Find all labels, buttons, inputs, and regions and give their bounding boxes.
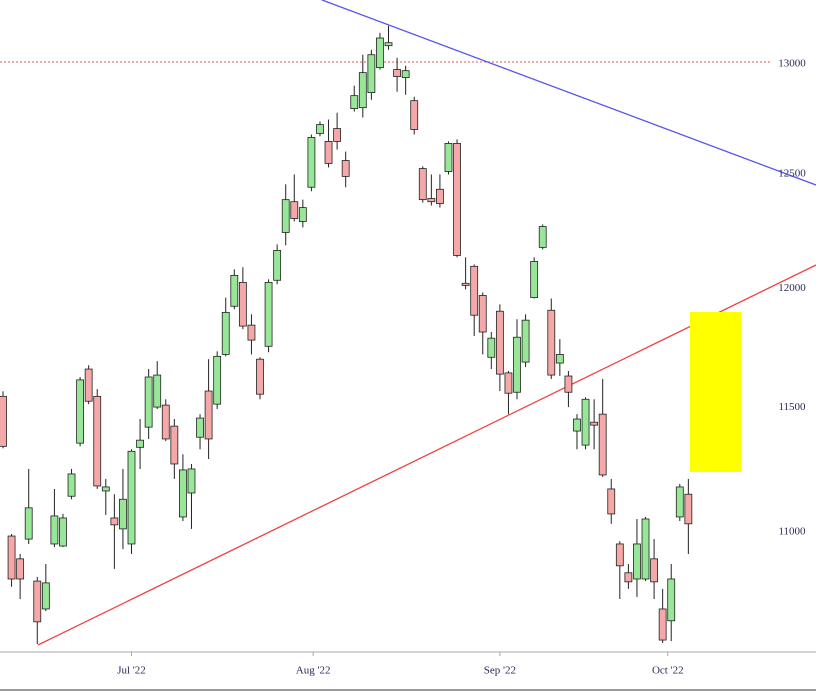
candle-body	[607, 488, 616, 515]
candle-body	[444, 142, 453, 172]
candle-body	[624, 572, 633, 583]
trend-line-lower	[37, 264, 816, 646]
candle-body	[33, 580, 42, 623]
y-tick-label: 12500	[778, 167, 806, 179]
candle-body	[187, 468, 196, 494]
candle-body	[436, 188, 444, 204]
candle-body	[513, 336, 521, 393]
candle-body	[93, 395, 102, 487]
x-tick-label: Sep '22	[484, 665, 516, 677]
candle-body	[521, 319, 530, 363]
candle-body	[204, 390, 213, 440]
candle-body	[247, 324, 256, 341]
candle-body	[273, 249, 282, 281]
candle-body	[530, 261, 539, 298]
candle-body	[238, 281, 247, 327]
candle-body	[538, 226, 547, 248]
candle-body	[179, 469, 187, 518]
candle-body	[67, 473, 76, 497]
candle-body	[418, 168, 427, 201]
candle-body	[650, 558, 658, 583]
candle-body	[410, 100, 419, 130]
candle-body	[50, 515, 59, 545]
candle-body	[504, 372, 513, 394]
candle-body	[615, 543, 624, 567]
candle-body	[221, 311, 230, 355]
candle-body	[684, 493, 693, 525]
candle-body	[196, 417, 204, 438]
trend-line-upper	[321, 0, 816, 186]
candle-body	[256, 358, 264, 395]
y-tick-label: 13000	[778, 57, 806, 69]
candle-body	[213, 355, 222, 405]
highlight-box	[690, 312, 741, 472]
y-tick-label: 11000	[778, 526, 806, 538]
candle-body	[119, 498, 127, 530]
candle-body	[170, 425, 179, 465]
candle-body	[478, 295, 487, 333]
candle-body	[298, 207, 307, 222]
candle-body	[110, 517, 119, 526]
candle-body	[333, 128, 342, 142]
candle-body	[453, 142, 461, 256]
candle-body	[641, 518, 650, 580]
candle-body	[427, 198, 436, 203]
y-tick-label: 11500	[778, 401, 806, 413]
candle-body	[101, 486, 110, 492]
candle-body	[590, 421, 599, 426]
candle-body	[161, 404, 170, 440]
candle-body	[264, 281, 273, 347]
candle-body	[144, 376, 153, 428]
candle-body	[367, 54, 376, 93]
candle-body	[461, 282, 470, 286]
candle-body	[573, 418, 581, 432]
candle-body	[41, 582, 50, 610]
candle-body	[675, 486, 684, 518]
candle-body	[401, 70, 410, 79]
candle-body	[307, 137, 316, 188]
candle-body	[324, 141, 333, 164]
candle-body	[470, 265, 479, 316]
candle-body	[376, 37, 384, 69]
candle-body	[358, 72, 367, 109]
candle-body	[555, 354, 564, 364]
candle-body	[393, 69, 401, 77]
candle-body	[84, 368, 93, 402]
candle-body	[658, 608, 667, 641]
candle-body	[24, 507, 33, 540]
candle-body	[230, 274, 239, 307]
candle-body	[0, 395, 7, 447]
candle-body	[290, 201, 299, 219]
candle-body	[667, 578, 676, 622]
candle-body	[281, 199, 290, 233]
candle-body	[153, 374, 162, 408]
candle-body	[598, 413, 607, 476]
candle-body	[384, 42, 393, 47]
candle-body	[316, 124, 324, 134]
candle-body	[633, 543, 641, 580]
candle-body	[495, 310, 504, 375]
candle-body	[7, 535, 16, 580]
candle-body	[487, 337, 496, 358]
y-tick-label: 12000	[778, 282, 806, 294]
candle-body	[581, 398, 590, 446]
x-tick-label: Jul '22	[117, 665, 146, 677]
candle-body	[59, 517, 67, 547]
candle-body	[76, 379, 85, 444]
candle-body	[127, 450, 136, 545]
candle-body	[350, 95, 359, 109]
candle-body	[564, 375, 573, 393]
x-tick-label: Oct '22	[652, 665, 684, 677]
candle-body	[136, 439, 144, 448]
candle-body	[547, 309, 556, 376]
candle-body	[341, 160, 350, 177]
candle-body	[16, 558, 25, 580]
x-tick-label: Aug '22	[296, 665, 331, 677]
